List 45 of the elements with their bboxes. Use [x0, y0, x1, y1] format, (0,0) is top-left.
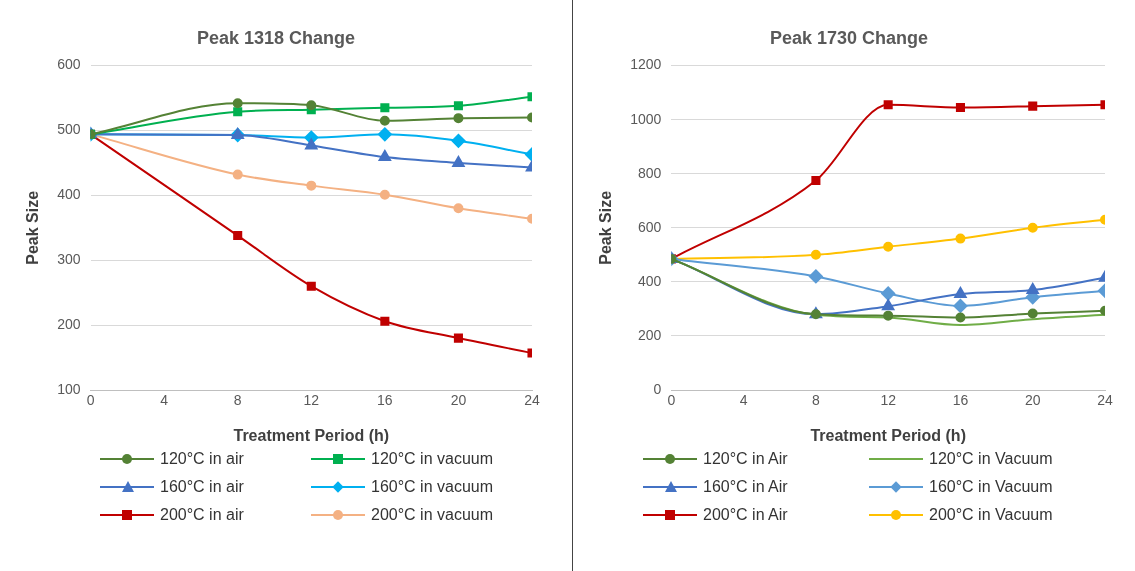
x-tick-label: 4 [160, 392, 169, 409]
x-tick-label: 20 [1024, 392, 1041, 409]
x-tick-label: 20 [450, 392, 467, 409]
y-tick-label: 1200 [630, 56, 662, 73]
y-tick-label: 100 [57, 380, 81, 397]
y-axis-title: Peak Size [24, 190, 42, 265]
y-tick-label: 300 [57, 251, 81, 268]
x-tick-label: 12 [303, 392, 320, 409]
legend-label: 200°C in Vacuum [929, 506, 1053, 524]
chart-title: Peak 1730 Change [769, 27, 929, 48]
legend-label: 160°C in air [160, 478, 244, 496]
legend-label: 160°C in Vacuum [929, 478, 1053, 496]
legend-label: 200°C in air [160, 506, 244, 524]
legend-label: 200°C in Air [703, 506, 788, 524]
legend-label: 120°C in Vacuum [929, 450, 1053, 468]
y-axis-title: Peak Size [597, 190, 615, 265]
legend-label: 120°C in Air [703, 450, 788, 468]
y-tick-label: 400 [637, 272, 662, 289]
y-tick-label: 200 [637, 326, 662, 343]
x-tick-label: 24 [1097, 392, 1113, 409]
chart-title: Peak 1318 Change [196, 27, 356, 48]
y-tick-label: 500 [57, 121, 81, 138]
x-tick-label: 0 [86, 392, 95, 409]
y-tick-label: 0 [653, 380, 662, 397]
x-axis-title: Treatment Period (h) [233, 426, 390, 444]
x-tick-label: 16 [377, 392, 393, 409]
x-axis-title: Treatment Period (h) [810, 426, 966, 444]
legend-label: 160°C in vacuum [371, 478, 494, 496]
y-tick-label: 800 [637, 164, 662, 181]
legend-label: 120°C in air [160, 450, 244, 468]
y-tick-label: 600 [57, 56, 81, 73]
x-tick-label: 0 [667, 392, 676, 409]
legend-label: 120°C in vacuum [371, 450, 494, 468]
x-tick-label: 4 [739, 392, 748, 409]
x-tick-label: 24 [524, 392, 540, 409]
x-tick-label: 8 [812, 392, 820, 409]
y-tick-label: 200 [57, 315, 81, 332]
y-tick-label: 600 [637, 218, 662, 235]
legend-label: 200°C in vacuum [371, 506, 494, 524]
x-tick-label: 8 [233, 392, 242, 409]
x-tick-label: 16 [952, 392, 969, 409]
y-tick-label: 400 [57, 186, 81, 203]
legend-label: 160°C in Air [703, 478, 788, 496]
x-tick-label: 12 [880, 392, 897, 409]
y-tick-label: 1000 [630, 110, 662, 127]
